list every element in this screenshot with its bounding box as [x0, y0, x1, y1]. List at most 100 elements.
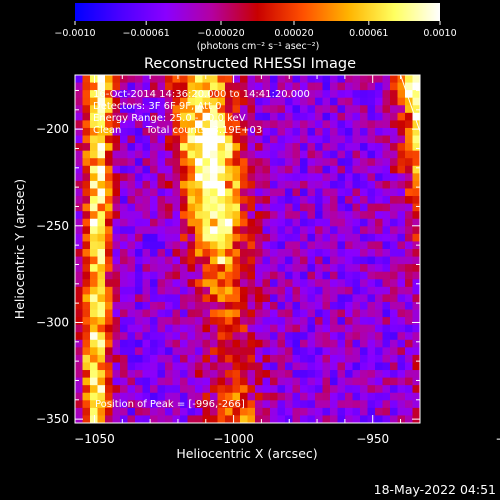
heatmap-cell [187, 203, 196, 212]
heatmap-cell [165, 97, 173, 106]
heatmap-cell [225, 324, 233, 333]
heatmap-cell [150, 105, 158, 114]
heatmap-cell [142, 203, 151, 212]
heatmap-cell [330, 211, 338, 220]
heatmap-cell [187, 75, 196, 83]
heatmap-cell [315, 415, 323, 423]
heatmap-cell [315, 135, 323, 144]
heatmap-cell [315, 392, 323, 401]
heatmap-cell [202, 301, 211, 310]
heatmap-cell [90, 407, 98, 416]
heatmap-cell [315, 196, 323, 205]
heatmap-cell [397, 226, 406, 235]
heatmap-cell [360, 301, 368, 310]
heatmap-cell [367, 180, 376, 189]
heatmap-cell [277, 165, 286, 174]
heatmap-cell [367, 97, 376, 106]
heatmap-cell [345, 279, 353, 288]
heatmap-cell [315, 400, 323, 409]
heatmap-cell [202, 392, 211, 401]
heatmap-cell [375, 286, 383, 295]
heatmap-cell [285, 241, 293, 250]
heatmap-cell [255, 211, 263, 220]
heatmap-cell [390, 392, 398, 401]
heatmap-cell [217, 370, 226, 379]
heatmap-cell [105, 370, 113, 379]
heatmap-cell [285, 233, 293, 242]
heatmap-cell [232, 370, 241, 379]
heatmap-cell [307, 105, 316, 114]
heatmap-cell [75, 377, 83, 386]
heatmap-cell [225, 150, 233, 159]
heatmap-cell [90, 324, 98, 333]
heatmap-cell [232, 75, 241, 83]
heatmap-cell [172, 370, 181, 379]
heatmap-cell [397, 165, 406, 174]
heatmap-cell [150, 120, 158, 129]
heatmap-cell [150, 211, 158, 220]
heatmap-cell [142, 286, 151, 295]
heatmap-cell [105, 158, 113, 167]
heatmap-cell [210, 256, 218, 265]
heatmap-cell [315, 332, 323, 341]
heatmap-cell [97, 120, 106, 129]
heatmap-cell [157, 317, 166, 326]
heatmap-cell [240, 279, 248, 288]
heatmap-cell [135, 226, 143, 235]
heatmap-cell [202, 90, 211, 99]
heatmap-cell [315, 218, 323, 227]
heatmap-cell [405, 173, 413, 182]
heatmap-cell [337, 203, 346, 212]
heatmap-cell [195, 218, 203, 227]
heatmap-cell [345, 377, 353, 386]
heatmap-cell [172, 294, 181, 303]
x-tick-label: −1000 [213, 432, 254, 446]
heatmap-cell [232, 158, 241, 167]
heatmap-cell [262, 317, 271, 326]
heatmap-cell [255, 90, 263, 99]
heatmap-cell [112, 135, 121, 144]
heatmap-cell [172, 377, 181, 386]
heatmap-cell [315, 173, 323, 182]
heatmap-cell [142, 127, 151, 136]
heatmap-cell [187, 226, 196, 235]
heatmap-cell [150, 370, 158, 379]
heatmap-cell [300, 233, 308, 242]
heatmap-cell [307, 82, 316, 91]
heatmap-cell [330, 143, 338, 152]
heatmap-cell [300, 339, 308, 348]
heatmap-cell [75, 218, 83, 227]
heatmap-cell [112, 105, 121, 114]
heatmap-cell [232, 173, 241, 182]
heatmap-cell [360, 286, 368, 295]
heatmap-cell [360, 233, 368, 242]
heatmap-cell [180, 370, 188, 379]
heatmap-cell [277, 233, 286, 242]
heatmap-cell [157, 286, 166, 295]
heatmap-cell [105, 362, 113, 371]
heatmap-cell [195, 241, 203, 250]
heatmap-cell [360, 385, 368, 394]
heatmap-cell [322, 294, 331, 303]
heatmap-cell [232, 226, 241, 235]
heatmap-cell [172, 105, 181, 114]
heatmap-cell [270, 211, 278, 220]
heatmap-cell [270, 392, 278, 401]
heatmap-cell [150, 165, 158, 174]
heatmap-cell [375, 339, 383, 348]
heatmap-cell [390, 127, 398, 136]
heatmap-cell [150, 203, 158, 212]
heatmap-cell [322, 370, 331, 379]
heatmap-cell [90, 347, 98, 356]
heatmap-cell [157, 415, 166, 423]
heatmap-cell [412, 324, 420, 333]
heatmap-cell [187, 271, 196, 280]
heatmap-cell [127, 233, 136, 242]
heatmap-cell [367, 347, 376, 356]
heatmap-cell [157, 135, 166, 144]
heatmap-cell [157, 150, 166, 159]
heatmap-cell [375, 196, 383, 205]
heatmap-cell [292, 377, 301, 386]
heatmap-cell [217, 165, 226, 174]
heatmap-cell [397, 143, 406, 152]
